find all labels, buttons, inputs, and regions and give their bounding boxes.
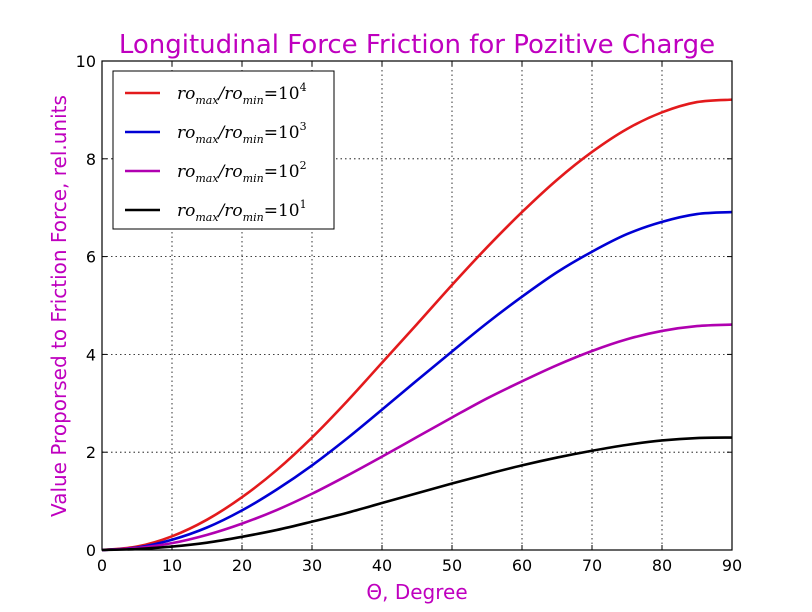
x-tick-label: 30 — [302, 556, 322, 575]
y-tick-label: 8 — [86, 150, 96, 169]
series-line-exp-3 — [101, 210, 733, 552]
chart-title: Longitudinal Force Friction for Pozitive… — [119, 30, 715, 60]
x-tick-label: 0 — [97, 556, 107, 575]
x-tick-label: 20 — [232, 556, 252, 575]
y-tick-label: 4 — [86, 345, 96, 364]
legend-box — [112, 70, 335, 230]
x-tick-label: 10 — [162, 556, 182, 575]
plot-frame — [101, 60, 733, 551]
legend-label: romax/romin=103 — [177, 120, 307, 146]
legend-label: romax/romin=104 — [177, 81, 307, 107]
y-tick-label: 10 — [76, 52, 96, 71]
y-tick-label: 6 — [86, 248, 96, 267]
legend-label: romax/romin=102 — [177, 159, 307, 185]
grid — [102, 61, 732, 550]
series-line-exp-1 — [101, 436, 733, 552]
legend: romax/romin=104 romax/romin=103 romax/romi… — [112, 70, 335, 230]
x-tick-label: 50 — [442, 556, 462, 575]
y-axis-label: Value Proporsed to Friction Force, rel.u… — [47, 95, 71, 517]
legend-label: romax/romin=101 — [177, 198, 307, 224]
x-tick-label: 90 — [722, 556, 742, 575]
axis-ticks: 0 10 20 30 40 50 60 70 80 90 0 2 4 6 8 10 — [76, 52, 743, 575]
series-line-exp-4 — [101, 98, 733, 552]
x-tick-label: 70 — [582, 556, 602, 575]
series-lines — [101, 98, 733, 552]
y-tick-label: 0 — [86, 541, 96, 560]
x-tick-label: 60 — [512, 556, 532, 575]
x-axis-label: Θ, Degree — [366, 580, 467, 604]
x-tick-label: 40 — [372, 556, 392, 575]
series-line-exp-2 — [101, 323, 733, 552]
y-tick-label: 2 — [86, 443, 96, 462]
x-tick-label: 80 — [652, 556, 672, 575]
